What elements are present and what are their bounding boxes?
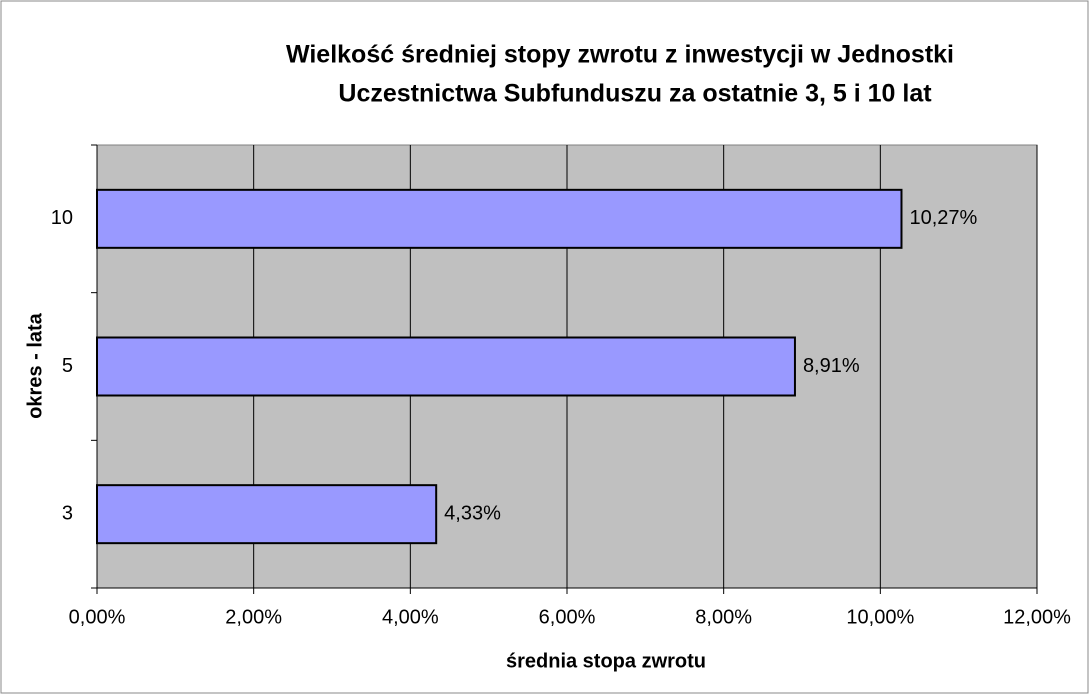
- data-label: 10,27%: [909, 207, 977, 229]
- data-label: 4,33%: [444, 502, 501, 524]
- data-label: 8,91%: [803, 355, 860, 377]
- bar: [96, 336, 796, 397]
- x-axis-title: średnia stopa zwrotu: [506, 650, 706, 672]
- y-tick-label: 10: [51, 207, 73, 229]
- x-tick-label: 6,00%: [539, 606, 596, 628]
- chart-title: Uczestnictwa Subfunduszu za ostatnie 3, …: [338, 80, 932, 108]
- x-tick-label: 2,00%: [225, 606, 282, 628]
- bar: [96, 188, 903, 249]
- x-tick-label: 0,00%: [69, 606, 126, 628]
- x-tick-label: 12,00%: [1003, 606, 1071, 628]
- x-tick-label: 8,00%: [695, 606, 752, 628]
- bar: [96, 484, 438, 545]
- y-axis-title: okres - lata: [24, 312, 46, 418]
- y-tick-label: 3: [62, 502, 73, 524]
- x-tick-label: 10,00%: [846, 606, 914, 628]
- x-tick-label: 4,00%: [382, 606, 439, 628]
- chart-title: Wielkość średniej stopy zwrotu z inwesty…: [286, 41, 954, 69]
- y-tick-label: 5: [62, 355, 73, 377]
